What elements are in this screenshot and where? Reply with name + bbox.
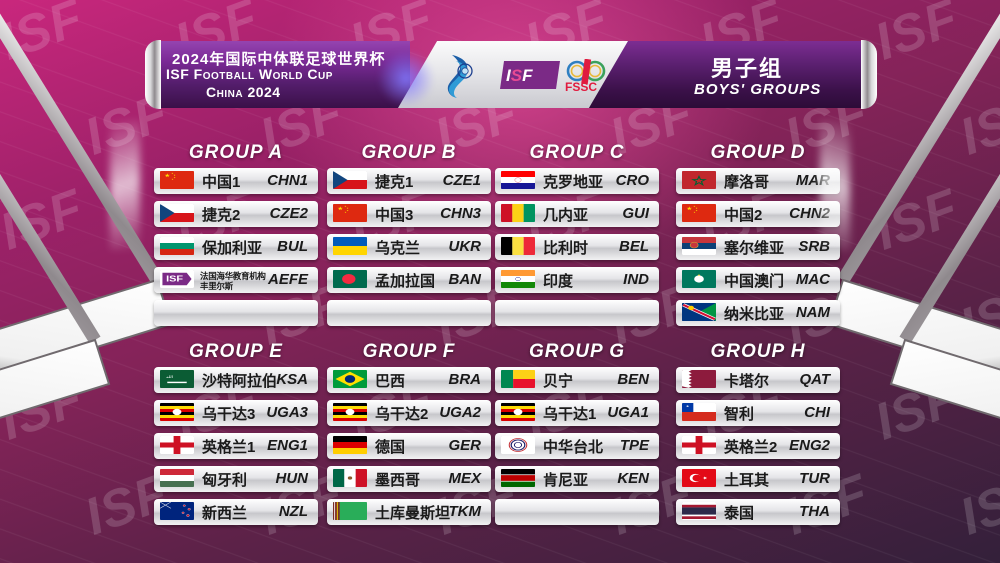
svg-text:الله: الله [166,375,173,379]
svg-text:ISF: ISF [166,275,183,284]
